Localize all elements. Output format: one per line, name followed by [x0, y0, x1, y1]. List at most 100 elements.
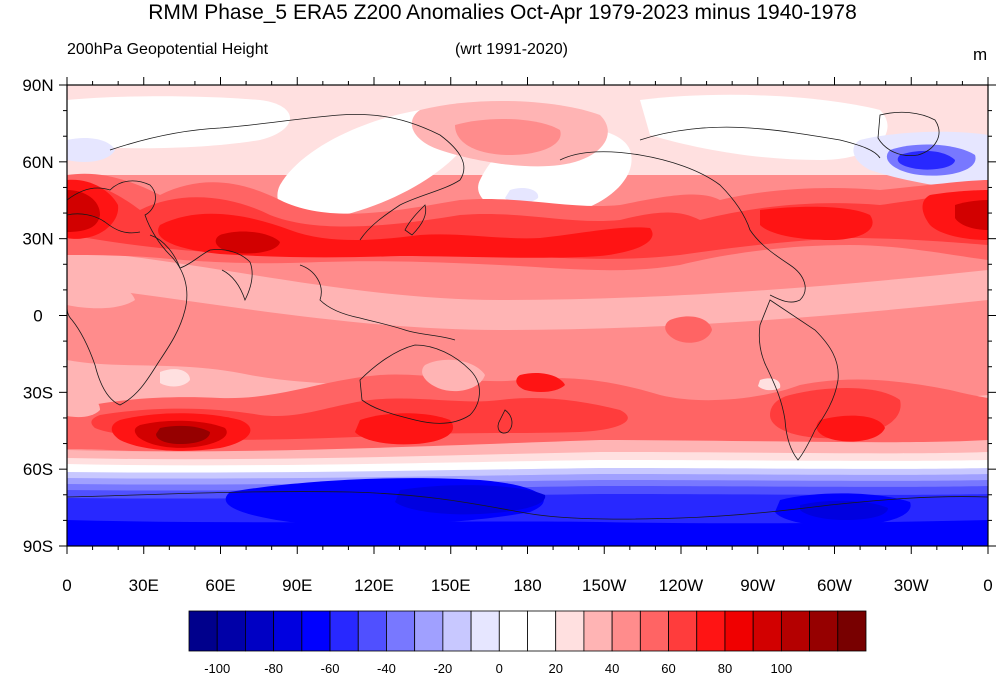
- lat-label: 0: [33, 307, 42, 326]
- colorbar-labels: -100 -80 -60 -40 -20 0 20 40 60 80 100: [204, 661, 792, 676]
- lon-label: 0: [983, 576, 992, 595]
- colorbar-label: 20: [548, 661, 562, 676]
- field-nh-band-60: [158, 213, 653, 258]
- latitude-labels: 90N 60N 30N 0 30S 60S 90S: [22, 76, 53, 556]
- colorbar-swatch: [245, 610, 275, 652]
- lon-label: 150E: [431, 576, 471, 595]
- colorbar-label: -80: [264, 661, 283, 676]
- lon-label: 30E: [129, 576, 159, 595]
- colorbar-swatch: [724, 610, 754, 652]
- longitude-labels: 0 30E 60E 90E 120E 150E 180 150W 120W 90W 60W 30W 0: [62, 576, 992, 595]
- colorbar-swatch: [498, 610, 528, 652]
- lat-label: 30N: [22, 230, 53, 249]
- coast-new-zealand: [497, 409, 513, 434]
- lat-label: 90N: [22, 76, 53, 95]
- colorbar-swatch: [583, 610, 613, 652]
- coast-antarctica: [67, 491, 988, 520]
- colorbar-label: -100: [204, 661, 230, 676]
- field-north-white-2: [67, 96, 290, 149]
- coast-north-america: [559, 151, 806, 303]
- colorbar-label: -60: [321, 661, 340, 676]
- field-south-blue-80b: [800, 500, 888, 520]
- colorbar-swatch: [357, 610, 387, 652]
- colorbar-swatch: [837, 610, 867, 652]
- field-north-blue-4: [67, 138, 115, 162]
- colorbar-swatch: [611, 610, 641, 652]
- colorbar-swatch: [752, 610, 782, 652]
- field-sh-light-3: [758, 378, 781, 391]
- coast-south-america: [758, 299, 839, 461]
- field-sh-light-4: [67, 394, 100, 418]
- lon-label: 120W: [659, 576, 703, 595]
- colorbar-swatch: [442, 610, 472, 652]
- colorbar-swatch: [780, 610, 810, 652]
- field-north-pink-2: [455, 118, 561, 155]
- field-north-white-4: [640, 94, 888, 160]
- lat-label: 90S: [23, 537, 53, 556]
- field-sh-indian-100: [156, 425, 210, 444]
- lon-label: 0: [62, 576, 71, 595]
- field-sh-light-1: [422, 359, 485, 392]
- axis-ticks: [59, 77, 996, 554]
- coast-canada-arctic: [639, 126, 881, 159]
- field-sh-atlantic-60: [816, 415, 885, 442]
- coastlines: [67, 111, 988, 520]
- anomaly-field: [67, 85, 988, 546]
- lon-label: 120E: [354, 576, 394, 595]
- colorbar-swatch: [188, 610, 218, 652]
- coast-india: [149, 234, 253, 302]
- field-sh-light-2: [160, 369, 190, 387]
- lon-label: 30W: [894, 576, 929, 595]
- lon-label: 90W: [740, 576, 775, 595]
- colorbar-swatch: [639, 610, 669, 652]
- colorbar-swatch: [555, 610, 585, 652]
- field-eq-spot-2: [67, 278, 135, 309]
- field-north-blue-5: [505, 187, 539, 204]
- field-eq-spot-1: [665, 316, 712, 343]
- lon-label: 90E: [282, 576, 312, 595]
- colorbar-label: 80: [718, 661, 732, 676]
- field-nh-east-80: [955, 200, 988, 230]
- colorbar-label: 60: [661, 661, 675, 676]
- colorbar-swatch: [414, 610, 444, 652]
- coast-africa: [67, 180, 188, 406]
- lon-label: 180: [513, 576, 541, 595]
- colorbar-swatch: [273, 610, 303, 652]
- coast-indonesia: [299, 264, 456, 341]
- colorbar-swatch: [386, 610, 416, 652]
- lat-label: 60S: [23, 460, 53, 479]
- colorbar-swatch: [527, 610, 557, 652]
- lat-label: 30S: [23, 383, 53, 402]
- field-sh-pacific-60: [516, 373, 565, 393]
- field-sh-aus-60: [355, 413, 454, 445]
- units-label: m: [973, 45, 988, 64]
- coast-mediterranean: [67, 213, 141, 234]
- coast-asia-north: [109, 114, 465, 241]
- colorbar-label: 100: [771, 661, 793, 676]
- lon-label: 60E: [205, 576, 235, 595]
- colorbar-swatch: [329, 610, 359, 652]
- lat-label: 60N: [22, 153, 53, 172]
- field-equatorial-light: [67, 250, 988, 330]
- field-south-blue-80: [395, 485, 546, 515]
- figure-title: RMM Phase_5 ERA5 Z200 Anomalies Oct-Apr …: [148, 1, 857, 24]
- colorbar-label: -20: [433, 661, 452, 676]
- coast-australia: [359, 344, 480, 424]
- colorbar-label: 0: [496, 661, 503, 676]
- field-nh-india-80: [215, 231, 280, 254]
- lon-label: 150W: [582, 576, 626, 595]
- coast-japan: [404, 204, 427, 236]
- colorbar-swatch: [809, 610, 839, 652]
- field-nh-west-80: [67, 190, 100, 232]
- colorbar: [188, 610, 867, 652]
- colorbar-swatch: [216, 610, 246, 652]
- colorbar-swatch: [696, 610, 726, 652]
- field-nh-atlantic-60: [760, 206, 873, 240]
- colorbar-label: 40: [605, 661, 619, 676]
- left-subtitle: 200hPa Geopotential Height: [67, 41, 269, 58]
- center-subtitle: (wrt 1991-2020): [455, 41, 568, 58]
- coast-greenland: [877, 111, 940, 157]
- colorbar-swatch: [470, 610, 500, 652]
- colorbar-swatch: [301, 610, 331, 652]
